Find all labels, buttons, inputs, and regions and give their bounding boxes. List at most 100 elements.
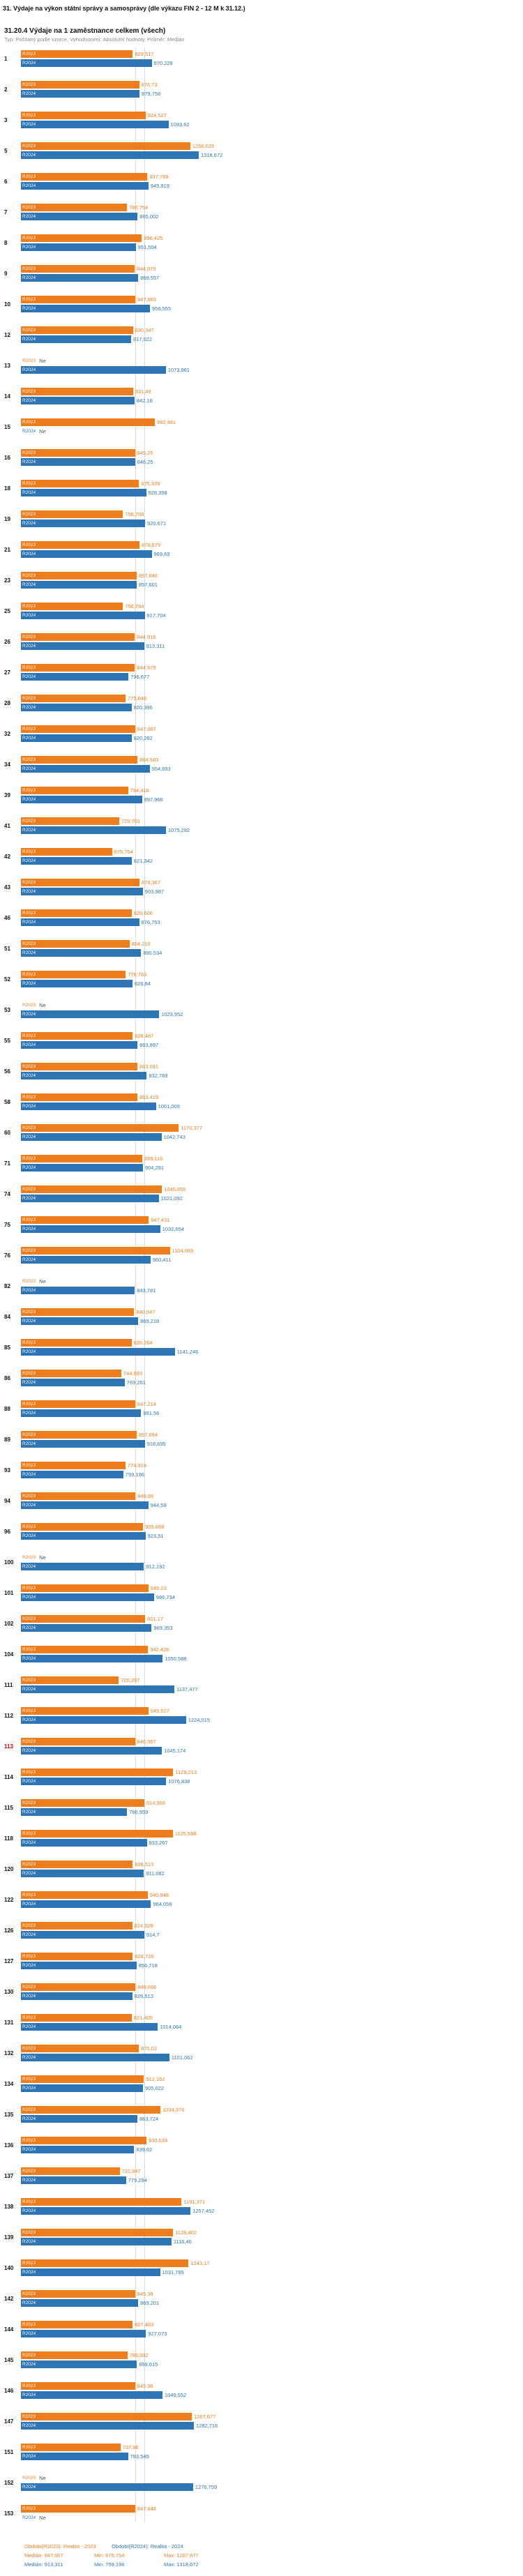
bar-r2023[interactable]: R2023 [21, 1737, 135, 1745]
bar-r2024[interactable]: R2024 [21, 580, 137, 589]
bar-r2023[interactable]: R2023 [21, 1522, 144, 1531]
bar-r2023[interactable]: R2023 [21, 2504, 135, 2513]
bar-r2023[interactable]: R2023 [21, 663, 135, 672]
bar-r2024[interactable]: R2024 [21, 2053, 169, 2061]
bar-r2023[interactable]: R2023 [21, 387, 133, 395]
bar-r2024[interactable]: R2024 [21, 1593, 154, 1601]
bar-r2024[interactable]: R2024 [21, 795, 142, 803]
bar-r2023[interactable]: R2023 [21, 1123, 179, 1132]
bar-r2023[interactable]: R2023 [21, 786, 128, 794]
bar-r2024[interactable]: R2024 [21, 1808, 128, 1816]
bar-r2023[interactable]: R2023 [21, 2381, 135, 2390]
bar-r2024[interactable]: R2024 [21, 212, 138, 220]
bar-r2023[interactable]: R2023 [21, 448, 135, 457]
bar-r2024[interactable]: R2024 [21, 1071, 147, 1079]
bar-r2023[interactable]: R2023 [21, 1461, 126, 1469]
bar-r2024[interactable]: R2024 [21, 1869, 144, 1877]
bar-r2023[interactable]: R2023 [21, 2259, 189, 2267]
bar-r2023[interactable]: R2023 [21, 1706, 149, 1715]
bar-r2024[interactable]: R2024 [21, 1838, 147, 1847]
bar-r2024[interactable]: R2024 [21, 2145, 135, 2153]
bar-r2024[interactable]: R2024 [21, 1010, 159, 1018]
bar-r2024[interactable]: R2024 [21, 1163, 143, 1172]
bar-r2024[interactable]: R2024 [21, 1654, 163, 1662]
bar-r2023[interactable]: R2023 [21, 725, 135, 733]
bar-r2023[interactable]: R2023 [21, 2443, 121, 2451]
bar-r2023[interactable]: R2023 [21, 1430, 137, 1439]
bar-r2023[interactable]: R2023 [21, 939, 130, 948]
bar-r2024[interactable]: R2024 [21, 1470, 123, 1478]
bar-r2024[interactable]: R2024 [21, 2084, 143, 2092]
bar-r2023[interactable]: R2023 [21, 1400, 135, 1408]
bar-r2024[interactable]: R2024 [21, 856, 132, 865]
bar-r2024[interactable]: R2024 [21, 457, 135, 466]
bar-r2023[interactable]: R2023 [21, 1492, 136, 1500]
bar-r2023[interactable]: R2023 [21, 540, 139, 549]
bar-r2024[interactable]: R2024 [21, 519, 145, 527]
bar-r2024[interactable]: R2024 [21, 1531, 146, 1540]
bar-r2023[interactable]: R2023 [21, 80, 139, 89]
bar-r2024[interactable]: R2024 [21, 273, 139, 282]
bar-r2023[interactable]: R2023 [21, 418, 155, 426]
bar-r2023[interactable]: R2023 [21, 326, 133, 334]
bar-r2024[interactable]: R2024 [21, 1900, 151, 1908]
bar-r2023[interactable]: R2023 [21, 2351, 128, 2359]
bar-r2024[interactable]: R2024 [21, 396, 135, 404]
bar-r2023[interactable]: R2023 [21, 2136, 146, 2144]
bar-r2024[interactable]: R2024 [21, 1255, 151, 1264]
bar-r2024[interactable]: R2024 [21, 1102, 156, 1110]
bar-r2023[interactable]: R2023 [21, 1614, 146, 1623]
bar-r2024[interactable]: R2024 [21, 2483, 193, 2491]
bar-r2024[interactable]: R2024 [21, 826, 166, 834]
bar-r2023[interactable]: R2023 [21, 1246, 170, 1255]
bar-r2023[interactable]: R2023 [21, 2044, 139, 2052]
bar-r2024[interactable]: R2024 [21, 1194, 159, 1202]
bar-r2023[interactable]: R2023 [21, 1062, 137, 1070]
bar-r2024[interactable]: R2024 [21, 1623, 152, 1632]
bar-r2024[interactable]: R2024 [21, 764, 150, 773]
bar-r2024[interactable]: R2024 [21, 2237, 172, 2245]
bar-r2024[interactable]: R2024 [21, 181, 149, 190]
bar-r2023[interactable]: R2023 [21, 878, 139, 886]
bar-r2023[interactable]: R2023 [21, 1338, 132, 1347]
bar-r2023[interactable]: R2023 [21, 1983, 136, 1991]
bar-r2023[interactable]: R2023 [21, 2412, 192, 2420]
bar-r2024[interactable]: R2024 [21, 335, 131, 343]
bar-r2023[interactable]: R2023 [21, 1584, 149, 1592]
bar-r2023[interactable]: R2023 [21, 1798, 144, 1807]
bar-r2024[interactable]: R2024 [21, 1777, 167, 1785]
bar-r2024[interactable]: R2024 [21, 1930, 144, 1939]
bar-r2023[interactable]: R2023 [21, 694, 126, 702]
bar-r2023[interactable]: R2023 [21, 632, 135, 641]
bar-r2024[interactable]: R2024 [21, 703, 132, 711]
bar-r2024[interactable]: R2024 [21, 2360, 137, 2368]
bar-r2024[interactable]: R2024 [21, 979, 132, 987]
bar-r2024[interactable]: R2024 [21, 2452, 128, 2460]
bar-r2024[interactable]: R2024 [21, 1961, 137, 1969]
bar-r2023[interactable]: R2023 [21, 2320, 132, 2328]
bar-r2023[interactable]: R2023 [21, 1768, 174, 1776]
bar-r2024[interactable]: R2024 [21, 1562, 144, 1570]
bar-r2023[interactable]: R2023 [21, 1829, 173, 1838]
bar-r2023[interactable]: R2023 [21, 2197, 182, 2206]
bar-r2024[interactable]: R2024 [21, 2114, 137, 2123]
bar-r2023[interactable]: R2023 [21, 1860, 133, 1868]
bar-r2023[interactable]: R2023 [21, 1952, 133, 1960]
bar-r2023[interactable]: R2023 [21, 1185, 162, 1193]
bar-r2024[interactable]: R2024 [21, 2391, 162, 2399]
bar-r2023[interactable]: R2023 [21, 2228, 174, 2236]
bar-r2023[interactable]: R2023 [21, 2013, 132, 2022]
bar-r2023[interactable]: R2023 [21, 50, 133, 58]
bar-r2024[interactable]: R2024 [21, 642, 144, 650]
bar-r2023[interactable]: R2023 [21, 2167, 120, 2175]
bar-r2024[interactable]: R2024 [21, 365, 166, 374]
bar-r2023[interactable]: R2023 [21, 172, 148, 181]
bar-r2023[interactable]: R2023 [21, 111, 146, 119]
bar-r2023[interactable]: R2023 [21, 1676, 119, 1684]
bar-r2024[interactable]: R2024 [21, 2268, 160, 2276]
bar-r2024[interactable]: R2024 [21, 1715, 186, 1724]
bar-r2024[interactable]: R2024 [21, 1317, 139, 1325]
bar-r2023[interactable]: R2023 [21, 847, 112, 856]
bar-r2023[interactable]: R2023 [21, 1031, 133, 1040]
bar-r2024[interactable]: R2024 [21, 611, 145, 619]
